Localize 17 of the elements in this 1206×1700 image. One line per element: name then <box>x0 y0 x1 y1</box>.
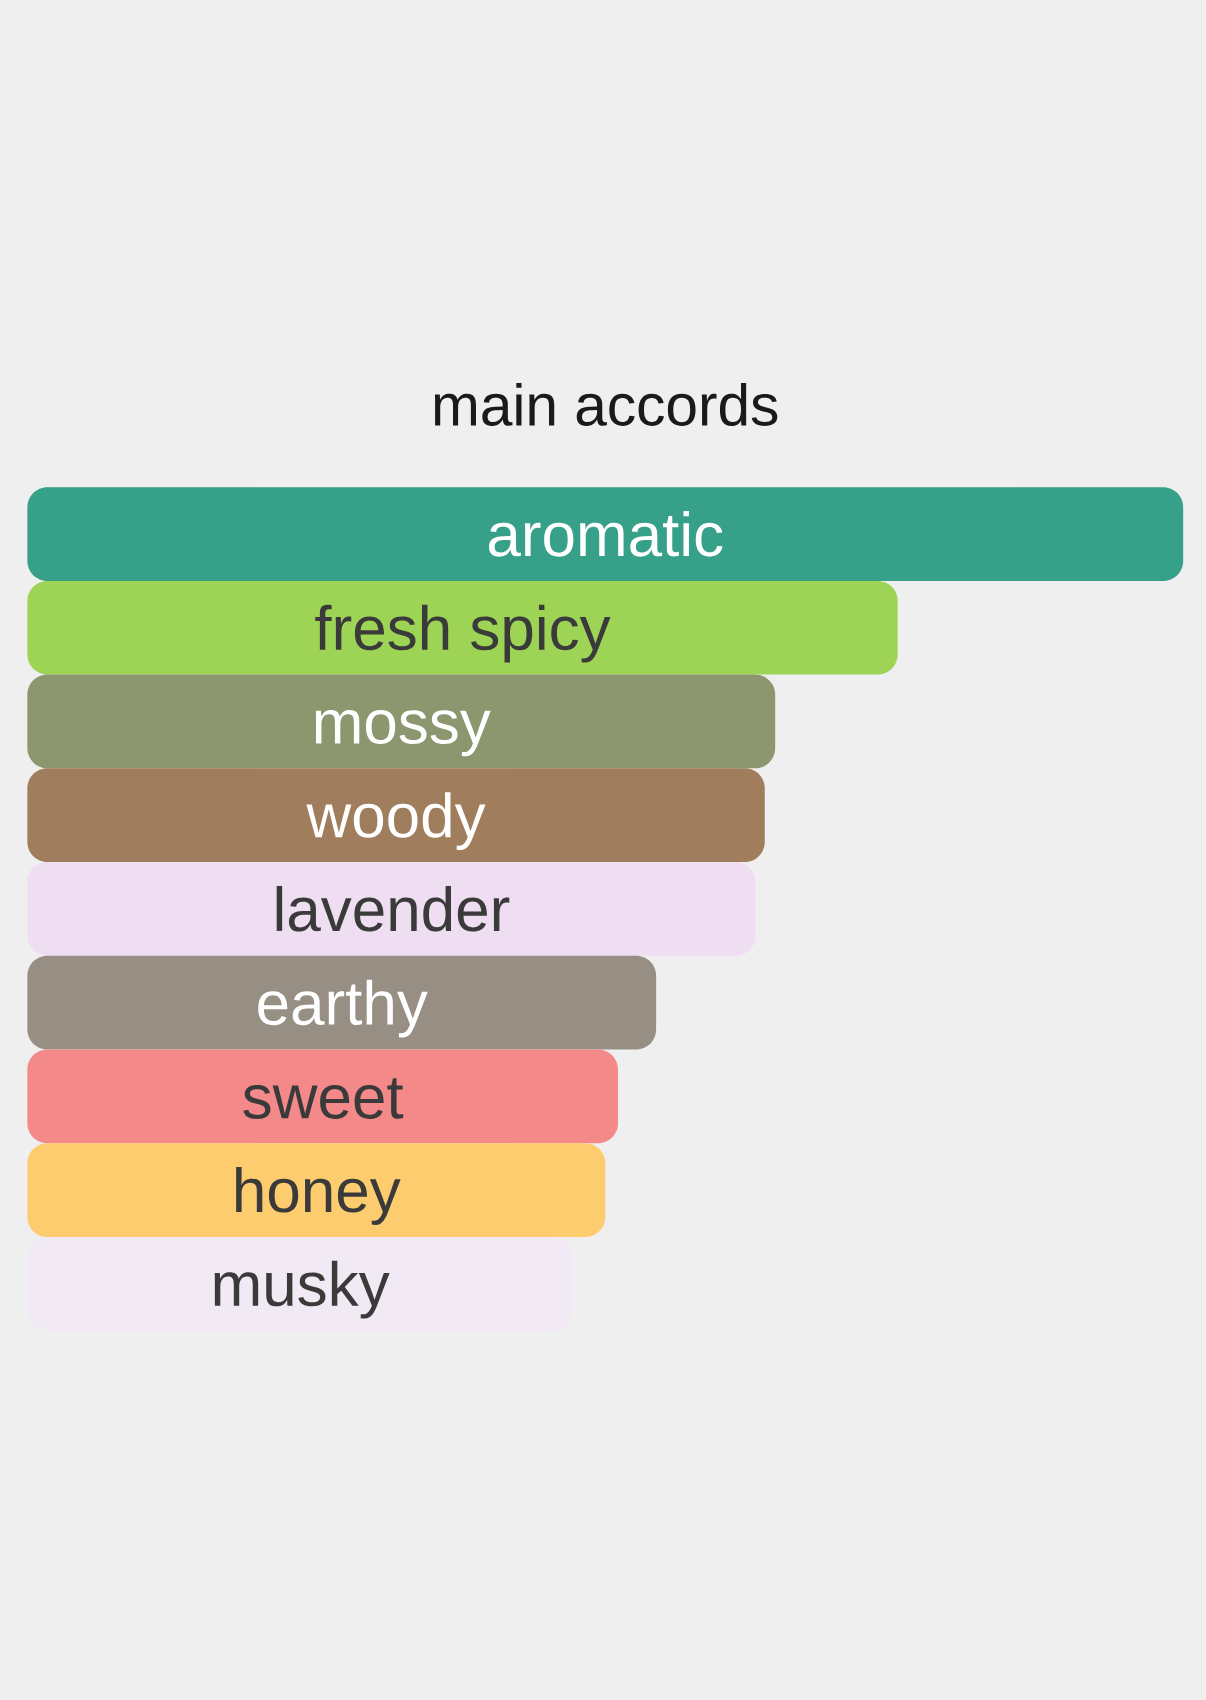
y-tick-label: aromatic <box>489 511 723 557</box>
bar <box>27 955 657 1050</box>
bar <box>27 674 776 769</box>
y-tick-label: fresh spicy <box>315 604 611 663</box>
y-tick-label: musky <box>214 1260 390 1319</box>
chart-title: main accords <box>435 382 778 426</box>
y-tick-label: woody <box>306 792 486 851</box>
y-tick-label: honey <box>236 1167 401 1225</box>
bar <box>27 768 765 863</box>
y-tick-label: earthy <box>258 979 428 1038</box>
bar <box>27 580 898 675</box>
y-tick-label: lavender <box>276 885 510 932</box>
y-tick-label: mossy <box>316 710 491 757</box>
bar <box>27 1049 619 1144</box>
y-tick-label: sweet <box>243 1078 404 1119</box>
bar <box>27 862 756 956</box>
bar <box>27 487 1184 581</box>
